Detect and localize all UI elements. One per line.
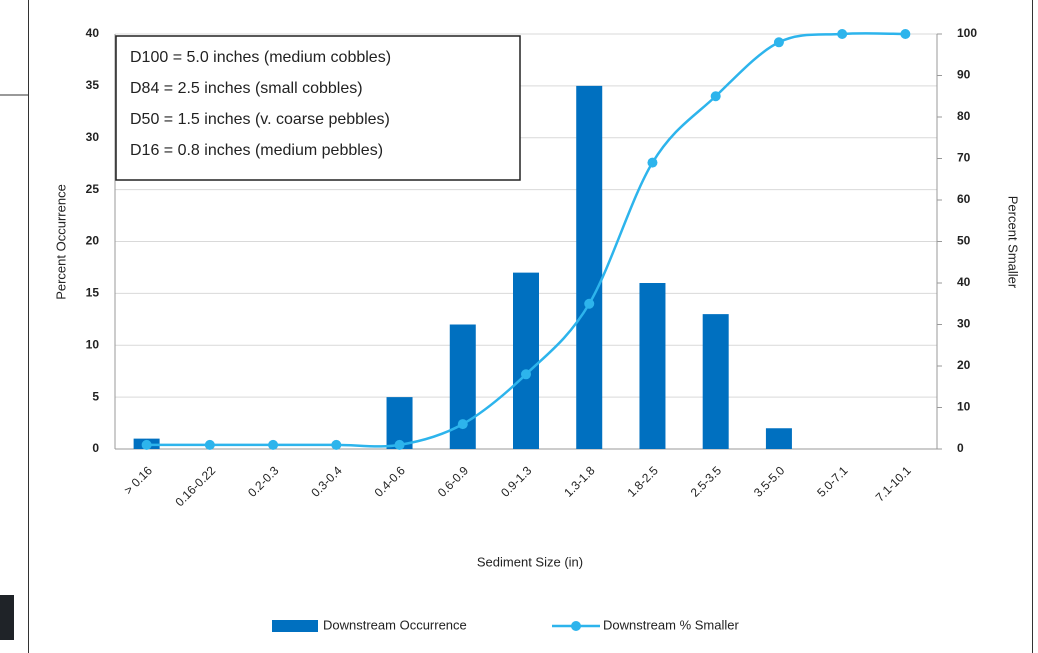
annotation: D16 = 0.8 inches (medium pebbles) [130,142,383,159]
legend-label: Downstream Occurrence [323,617,467,632]
bar [576,85,603,449]
y-tick-label: 10 [86,337,100,351]
y2-tick-label: 10 [957,400,971,414]
x-tick-label: 0.9-1.3 [498,463,535,500]
y2-tick-label: 70 [957,151,971,165]
y2-tick-label: 40 [957,275,971,289]
y2-tick-label: 30 [957,317,971,331]
line-marker [394,439,405,450]
y2-axis-label: Percent Smaller [1006,196,1021,289]
y-tick-label: 30 [86,130,100,144]
line-marker [900,29,911,39]
y-tick-label: 35 [86,78,100,92]
bar [449,324,476,449]
x-tick-label: 1.8-2.5 [625,463,662,500]
line-marker [710,91,721,102]
y2-tick-label: 50 [957,234,971,248]
bar [765,428,792,449]
line-marker [268,439,279,450]
line-marker [457,419,468,430]
annotation: D84 = 2.5 inches (small cobbles) [130,80,363,97]
line-marker [647,157,658,168]
y2-tick-label: 60 [957,192,971,206]
x-tick-label: 2.5-3.5 [688,463,725,500]
decor-block [0,595,14,640]
bar [639,283,666,449]
x-tick-label: 0.6-0.9 [435,463,472,500]
annotation: D50 = 1.5 inches (v. coarse pebbles) [130,111,390,128]
x-tick-label: > 0.16 [121,463,155,497]
x-tick-label: 3.5-5.0 [751,463,788,500]
line-marker [204,439,215,450]
y-axis-label: Percent Occurrence [53,184,68,300]
y-tick-label: 5 [92,389,99,403]
x-tick-label: 7.1-10.1 [873,463,914,504]
y-tick-label: 20 [86,234,100,248]
bar [513,272,539,449]
x-tick-label: 1.3-1.8 [561,463,598,500]
legend-swatch [571,621,581,631]
x-tick-label: 5.0-7.1 [814,463,851,500]
line-marker [331,439,342,450]
annotation-box [115,35,521,181]
y2-tick-label: 100 [957,26,977,40]
y2-tick-label: 0 [957,441,964,455]
line-marker [521,369,531,380]
legend-label: Downstream % Smaller [603,617,739,632]
bar [702,314,729,449]
x-tick-label: 0.4-0.6 [372,463,409,500]
y2-tick-label: 90 [957,68,971,82]
line-marker [141,439,152,450]
legend-swatch [272,620,318,632]
y-tick-label: 40 [86,26,100,40]
y2-tick-label: 20 [957,358,971,372]
annotation: D100 = 5.0 inches (medium cobbles) [130,49,391,66]
x-tick-label: 0.3-0.4 [308,463,345,500]
y-tick-label: 25 [86,182,100,196]
chart-border [28,0,1033,653]
x-axis-label: Sediment Size (in) [477,554,583,569]
line-marker [584,298,595,309]
x-tick-label: 0.2-0.3 [245,463,282,500]
y2-tick-label: 80 [957,109,971,123]
x-tick-label: 0.16-0.22 [172,463,218,509]
line-marker [773,37,784,48]
line-marker [837,29,848,39]
y-tick-label: 15 [86,286,100,300]
y-tick-label: 0 [92,441,99,455]
